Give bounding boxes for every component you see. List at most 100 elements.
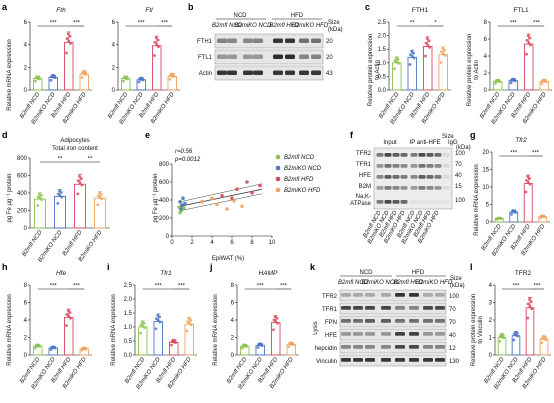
- data-point: [408, 63, 412, 66]
- blot-band: [311, 70, 321, 75]
- data-point: [126, 77, 129, 81]
- data-point: [84, 347, 88, 351]
- y-tick-label: 4: [112, 43, 116, 49]
- y-tick-label: 1.0: [378, 61, 387, 67]
- blot-band: [365, 332, 375, 336]
- blot-k-label-1: TFR2: [322, 294, 338, 300]
- data-point: [69, 41, 72, 45]
- blot-k-size-1: 100: [449, 294, 460, 300]
- bar: [152, 45, 162, 91]
- blot-band: [442, 175, 450, 179]
- y-tick-label: 0.0: [378, 88, 387, 94]
- sig-label: ***: [73, 284, 81, 290]
- data-point: [53, 346, 57, 350]
- ylabel-l2: to Vinculin: [478, 316, 484, 344]
- data-point: [100, 197, 104, 201]
- bar: [511, 335, 521, 356]
- blot-k-label-3: FPN: [325, 320, 337, 326]
- ylabel-e: pg Fe μg⁻¹ protein: [153, 174, 159, 223]
- blot-f-label-1: TFR2: [356, 151, 372, 157]
- data-point: [494, 81, 497, 85]
- data-point: [66, 309, 70, 313]
- scatter-e: r=0.56 p=0.0012 EpiWAT (%) 0200400600800…: [159, 149, 322, 262]
- blot-band: [341, 358, 351, 362]
- blot-b-row2: [214, 49, 324, 65]
- blot-band: [341, 293, 351, 297]
- bar: [525, 307, 535, 356]
- data-point: [36, 204, 40, 207]
- data-point: [69, 316, 72, 320]
- blot-band: [273, 70, 283, 75]
- blot-b-ncd: NCD: [234, 13, 248, 19]
- x-tick-label: 4: [210, 240, 214, 246]
- blot-band: [426, 164, 434, 168]
- sig-label: ***: [280, 284, 288, 290]
- blot-b-size-1: 20: [326, 39, 333, 45]
- blot-band: [434, 186, 442, 190]
- blot-band: [435, 293, 445, 297]
- y-tick-label: 4: [489, 283, 493, 289]
- chart-title: FTH1: [412, 7, 429, 14]
- blot-band: [311, 54, 321, 59]
- blot-band: [227, 54, 237, 59]
- data-point: [235, 187, 239, 191]
- blot-band: [365, 293, 375, 297]
- blot-band: [341, 306, 351, 310]
- x-tick-label: 0: [170, 240, 174, 246]
- blot-band: [423, 332, 433, 336]
- y-tick-label: 1.5: [378, 47, 387, 53]
- ylabel-c2: Relative protein expression: [467, 34, 473, 106]
- blot-band: [217, 38, 227, 43]
- data-point: [396, 57, 400, 61]
- scatter-e-p: p=0.0012: [174, 157, 201, 163]
- blot-band: [392, 164, 400, 168]
- blot-k-size-2: 70: [449, 307, 456, 313]
- legend-label-1: B2mfl NCD: [284, 155, 315, 161]
- data-point: [59, 191, 63, 194]
- data-point: [79, 177, 83, 180]
- sig-label: ***: [161, 21, 169, 27]
- sig-label: **: [410, 21, 415, 27]
- blot-f-igg: IgG: [448, 140, 458, 146]
- data-point: [174, 341, 177, 345]
- blot-band: [410, 175, 418, 179]
- chart-title: TFR2: [515, 270, 532, 277]
- data-point: [241, 346, 244, 350]
- chart-title: Fth: [56, 7, 66, 14]
- bar: [184, 323, 194, 356]
- data-point: [441, 46, 445, 50]
- data-point: [526, 302, 530, 306]
- data-point: [189, 318, 193, 322]
- data-point: [34, 346, 37, 350]
- blot-band: [376, 175, 384, 179]
- data-point: [439, 61, 443, 64]
- blot-k-size-5: 12: [449, 346, 456, 352]
- data-point: [141, 78, 145, 82]
- y-tick-label: 2: [24, 65, 28, 71]
- y-tick-label: 600: [17, 174, 28, 180]
- legend-swatch-3: [275, 176, 281, 182]
- data-point: [512, 338, 516, 342]
- blot-band: [434, 200, 442, 204]
- blot-k-row1: [339, 289, 447, 302]
- blot-band: [353, 345, 363, 349]
- data-point: [443, 53, 447, 57]
- blot-band: [435, 306, 445, 310]
- data-point: [274, 320, 278, 324]
- data-point: [65, 324, 68, 328]
- blot-band: [381, 332, 391, 336]
- data-point: [158, 320, 162, 324]
- blot-band: [384, 186, 392, 190]
- y-tick-label: 2: [231, 336, 235, 342]
- y-tick-label: 2: [112, 65, 116, 71]
- data-point: [168, 77, 172, 81]
- data-point: [525, 52, 528, 56]
- blot-band: [376, 153, 384, 157]
- blot-band: [381, 358, 391, 362]
- data-point: [528, 177, 531, 180]
- scatter-e-legend: B2mfl NCD B2miKO NCD B2mfl HFD B2miKO HF…: [275, 154, 322, 194]
- blot-b-col4: B2miKO HFD: [292, 23, 329, 29]
- ci-line: [179, 193, 263, 212]
- y-tick-label: 0.5: [378, 74, 387, 80]
